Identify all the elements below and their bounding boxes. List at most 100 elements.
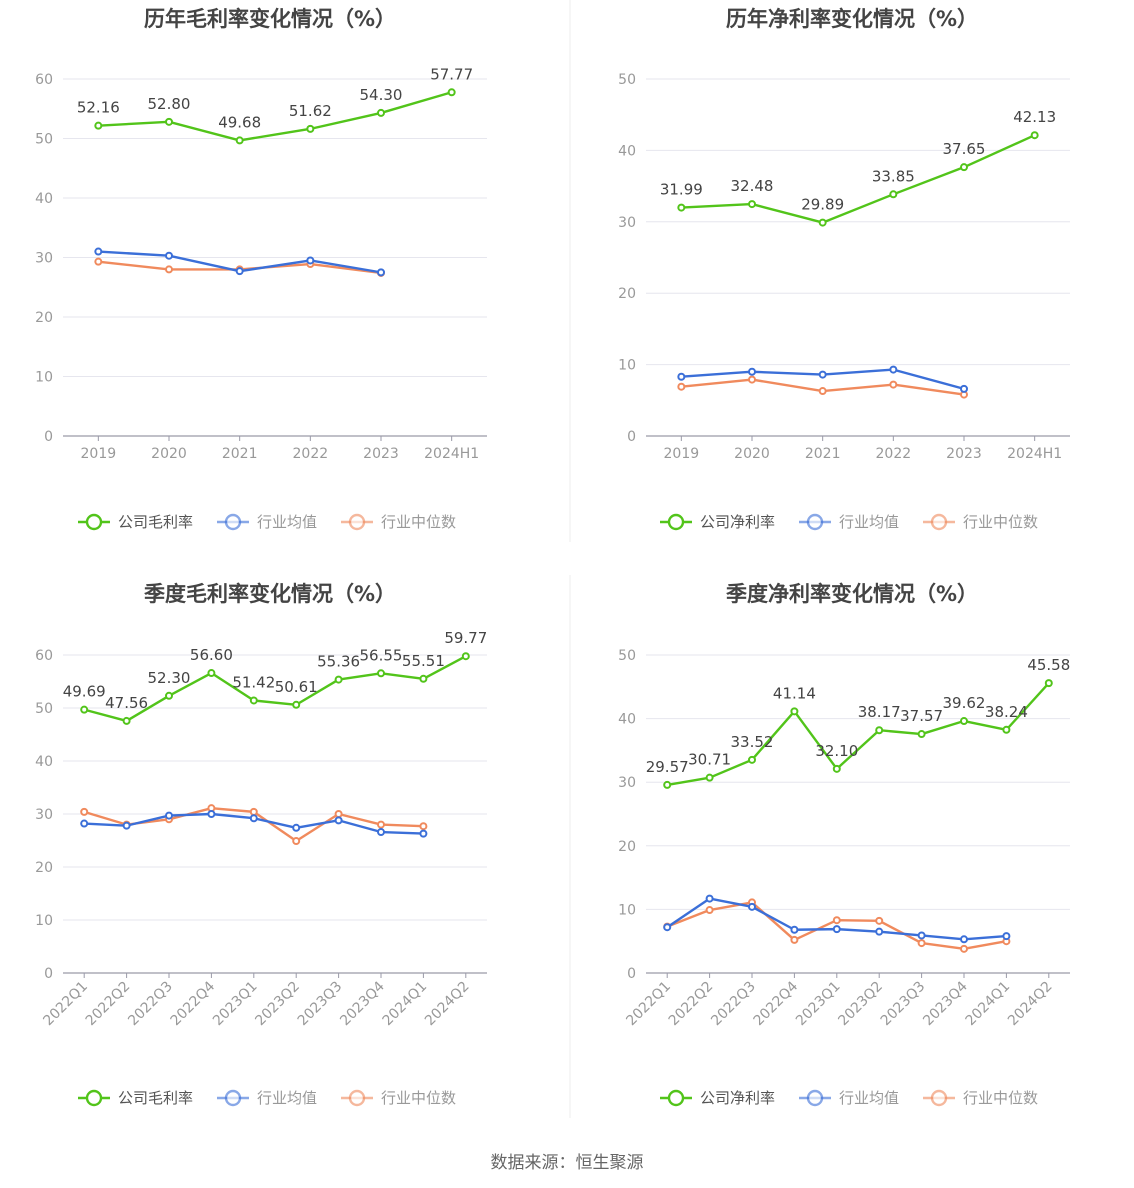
data-label: 29.57: [646, 758, 689, 776]
legend-swatch-marker: [930, 513, 948, 531]
y-tick-label: 30: [35, 807, 53, 823]
chart-3: 季度毛利率变化情况（%）01020304050602022Q12022Q2202…: [35, 582, 487, 1107]
data-point: [80, 819, 89, 828]
data-point: [165, 117, 173, 126]
data-point: [818, 218, 827, 227]
legend-item: 行业中位数: [923, 1089, 1038, 1107]
data-point: [94, 257, 103, 266]
data-point: [80, 705, 89, 714]
legend-item: 行业均值: [217, 513, 317, 531]
data-point: [235, 136, 244, 145]
x-tick-label: 2019: [81, 446, 117, 462]
data-point: [663, 780, 672, 789]
data-point: [832, 764, 841, 773]
x-tick-label: 2024Q1: [380, 979, 431, 1030]
data-label: 29.89: [801, 196, 844, 214]
y-tick-label: 40: [618, 143, 636, 159]
x-tick-label: 2023Q3: [295, 979, 346, 1030]
chart-1: 历年毛利率变化情况（%） 0 10 20 30 40 50 60 2019 2020 2021 202…: [35, 7, 487, 531]
series-line-0: [83, 655, 467, 723]
x-tick-label: 2022Q2: [83, 979, 134, 1030]
y-tick-label: 10: [35, 370, 53, 386]
legend-swatch-marker: [806, 513, 824, 531]
data-point: [249, 807, 258, 816]
data-label: 50.61: [275, 678, 318, 696]
data-point: [419, 829, 428, 838]
data-point: [889, 365, 898, 374]
data-point: [249, 814, 258, 823]
legend-label: 公司毛利率: [118, 513, 193, 531]
x-tick-label: 2022: [293, 446, 329, 462]
y-tick-label: 30: [618, 215, 636, 231]
data-point: [889, 380, 898, 389]
y-tick-label: 50: [35, 701, 53, 717]
data-point: [447, 88, 456, 97]
x-tick-label: 2023Q2: [252, 979, 303, 1030]
data-point: [207, 669, 216, 678]
data-point: [1030, 131, 1039, 140]
data-label: 37.65: [943, 140, 986, 158]
legend-swatch-marker: [348, 513, 366, 531]
x-tick-label: 2022: [876, 446, 912, 462]
data-point: [917, 939, 926, 948]
y-tick-label: 60: [35, 72, 53, 88]
x-tick-label: 2024Q2: [422, 979, 473, 1030]
x-tick-label: 2023: [946, 446, 982, 462]
legend-swatch-marker: [667, 1089, 685, 1107]
y-tick-label: 50: [618, 648, 636, 664]
legend-label: 公司毛利率: [118, 1089, 193, 1107]
data-point: [1044, 679, 1053, 688]
y-tick-label: 20: [35, 860, 53, 876]
legend-swatch-marker: [85, 513, 103, 531]
data-point: [960, 717, 968, 726]
x-tick-label: 2020: [151, 446, 187, 462]
x-tick-label: 2024Q2: [1005, 979, 1056, 1030]
data-label: 57.77: [430, 65, 473, 83]
legend-label: 行业均值: [839, 513, 899, 531]
chart-title: 历年毛利率变化情况（%）: [144, 7, 396, 31]
y-tick-label: 0: [627, 966, 636, 982]
data-label: 33.85: [872, 167, 915, 185]
data-point: [748, 755, 756, 764]
data-point: [960, 935, 968, 944]
data-label: 51.62: [289, 102, 332, 120]
x-tick-label: 2023Q3: [878, 979, 929, 1030]
chart-4: 季度净利率变化情况（%）010203040502022Q12022Q22022Q…: [618, 582, 1070, 1107]
legend-label: 公司净利率: [700, 1089, 775, 1107]
data-label: 45.58: [1027, 656, 1070, 674]
data-point: [832, 916, 841, 925]
y-tick-label: 20: [618, 839, 636, 855]
data-point: [292, 823, 301, 832]
x-tick-label: 2022Q3: [708, 979, 759, 1030]
data-point: [832, 925, 841, 934]
data-label: 56.60: [190, 646, 233, 664]
data-label: 59.77: [444, 629, 487, 647]
x-tick-label: 2019: [664, 446, 700, 462]
legend-item: 行业中位数: [341, 1089, 456, 1107]
data-label: 30.71: [688, 751, 731, 769]
data-point: [235, 267, 244, 276]
data-point: [790, 935, 799, 944]
data-label: 52.80: [148, 95, 191, 113]
y-tick-label: 0: [627, 429, 636, 445]
legend-item: 行业均值: [799, 513, 899, 531]
data-point: [94, 247, 103, 256]
data-label: 32.10: [815, 742, 858, 760]
data-point: [748, 375, 756, 384]
x-tick-label: 2023Q1: [793, 979, 844, 1030]
data-point: [122, 821, 131, 830]
data-label: 56.55: [360, 646, 403, 664]
data-point: [207, 810, 216, 818]
data-label: 33.52: [731, 733, 774, 751]
x-tick-label: 2021: [805, 446, 841, 462]
x-tick-label: 2023Q1: [210, 979, 261, 1030]
data-point: [889, 190, 898, 199]
y-tick-label: 0: [44, 429, 53, 445]
data-point: [875, 726, 884, 735]
y-tick-label: 50: [618, 72, 636, 88]
legend-label: 行业均值: [839, 1089, 899, 1107]
chart-title: 季度净利率变化情况（%）: [726, 582, 978, 606]
legend-label: 行业中位数: [963, 513, 1038, 531]
chart-2: 历年净利率变化情况（%） 0 10 20 30 40 50 2019 2020 2021 2022 2…: [618, 7, 1070, 531]
